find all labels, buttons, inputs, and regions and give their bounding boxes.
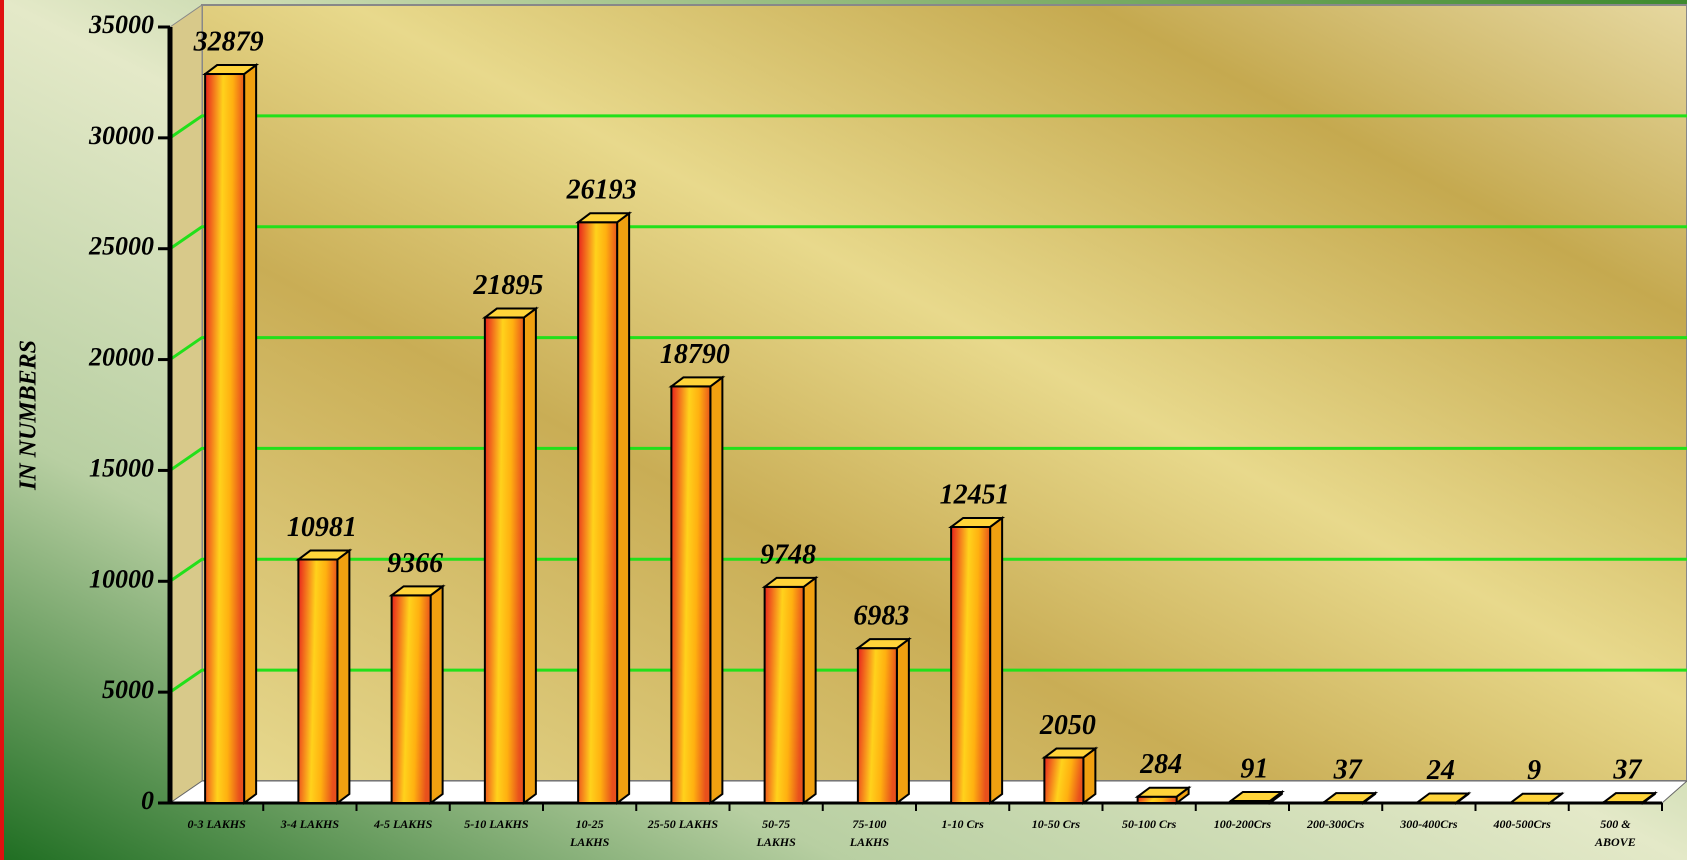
value-label: 9366 [387,548,443,579]
bar-side [336,548,351,805]
bar-top [1507,792,1565,804]
bar-top [1134,786,1192,798]
bar-side [802,575,817,805]
bar-top [854,638,912,650]
y-tick-label: 25000 [88,232,154,261]
bar-side [616,211,631,805]
x-tick-label: 50-100 Crs [1121,817,1177,831]
bar-top [481,307,539,319]
bar [670,385,712,804]
x-tick-label: 300-400Crs [1400,817,1458,831]
bar-side [522,306,537,805]
x-tick-label: 75-100 LAKHS [849,817,890,849]
bar-side [429,584,444,805]
x-tick-label: 0-3 LAKHS [187,817,246,831]
bar [763,585,805,805]
value-label: 37 [1333,755,1363,786]
bar [856,647,898,805]
y-tick-label: 15000 [89,453,154,482]
bar [483,316,525,804]
grid-line [169,114,1687,140]
value-label: 26193 [566,175,637,206]
value-label: 284 [1139,749,1182,780]
bar-top [1321,792,1379,804]
bar-top [295,549,353,561]
bar [577,221,619,804]
bar [204,73,246,805]
grid-line [169,225,1687,250]
bar-top [1041,747,1099,759]
y-tick-label: 10000 [89,564,154,593]
x-tick-label: 25-50 LAKHS [647,817,719,831]
bar-side [709,375,724,805]
bar-top [668,376,726,388]
value-label: 18790 [660,339,730,370]
bar [950,525,992,804]
value-label: 24 [1426,755,1455,786]
x-tick-label: 200-300Crs [1306,817,1365,831]
x-tick-label: 5-10 LAKHS [464,817,529,831]
x-tick-label: 4-5 LAKHS [373,817,433,831]
x-tick-label: 500 & ABOVE [1595,817,1636,849]
value-label: 91 [1240,753,1268,784]
value-label: 2050 [1039,710,1096,741]
value-label: 21895 [472,270,543,301]
bar-top [1600,792,1658,804]
grid-line [169,557,1687,583]
value-label: 6983 [853,601,909,632]
x-tick-label: 50-75 LAKHS [756,817,796,849]
x-tick-label: 10-50 Crs [1031,817,1081,831]
y-tick-label: 0 [141,786,154,815]
bar-top [1227,790,1285,802]
bar-top [202,64,260,76]
value-label: 32879 [193,26,264,57]
bar [1043,756,1085,805]
edge [0,0,4,860]
bar [390,594,432,804]
bar-top [761,576,819,588]
y-tick-label: 30000 [88,121,154,150]
x-tick-label: 1-10 Crs [941,817,984,831]
grid-line [169,668,1687,694]
y-tick-label: 35000 [88,10,154,39]
x-tick-label: 10-25 LAKHS [569,817,610,849]
x-tick-label: 3-4 LAKHS [280,817,340,831]
bar-top [575,212,633,224]
value-label: 9748 [760,539,816,570]
value-label: 9 [1527,755,1541,786]
y-axis-label: IN NUMBERS [16,340,42,491]
bar-top [388,585,446,597]
grid-line [169,336,1687,361]
bar-top [1414,792,1472,804]
side-wall [169,4,203,804]
bar-side [989,515,1004,805]
y-tick-label: 5000 [102,675,154,704]
bar-top [948,516,1006,528]
bar-side [243,63,258,805]
bar [297,558,339,804]
value-label: 12451 [940,479,1010,510]
value-label: 37 [1612,755,1642,786]
bar-side [895,637,910,805]
x-tick-label: 400-500Crs [1493,817,1551,831]
grid-line [169,446,1687,472]
y-tick-label: 20000 [88,343,154,372]
value-label: 10981 [287,512,357,543]
x-tick-label: 100-200Crs [1213,817,1272,831]
